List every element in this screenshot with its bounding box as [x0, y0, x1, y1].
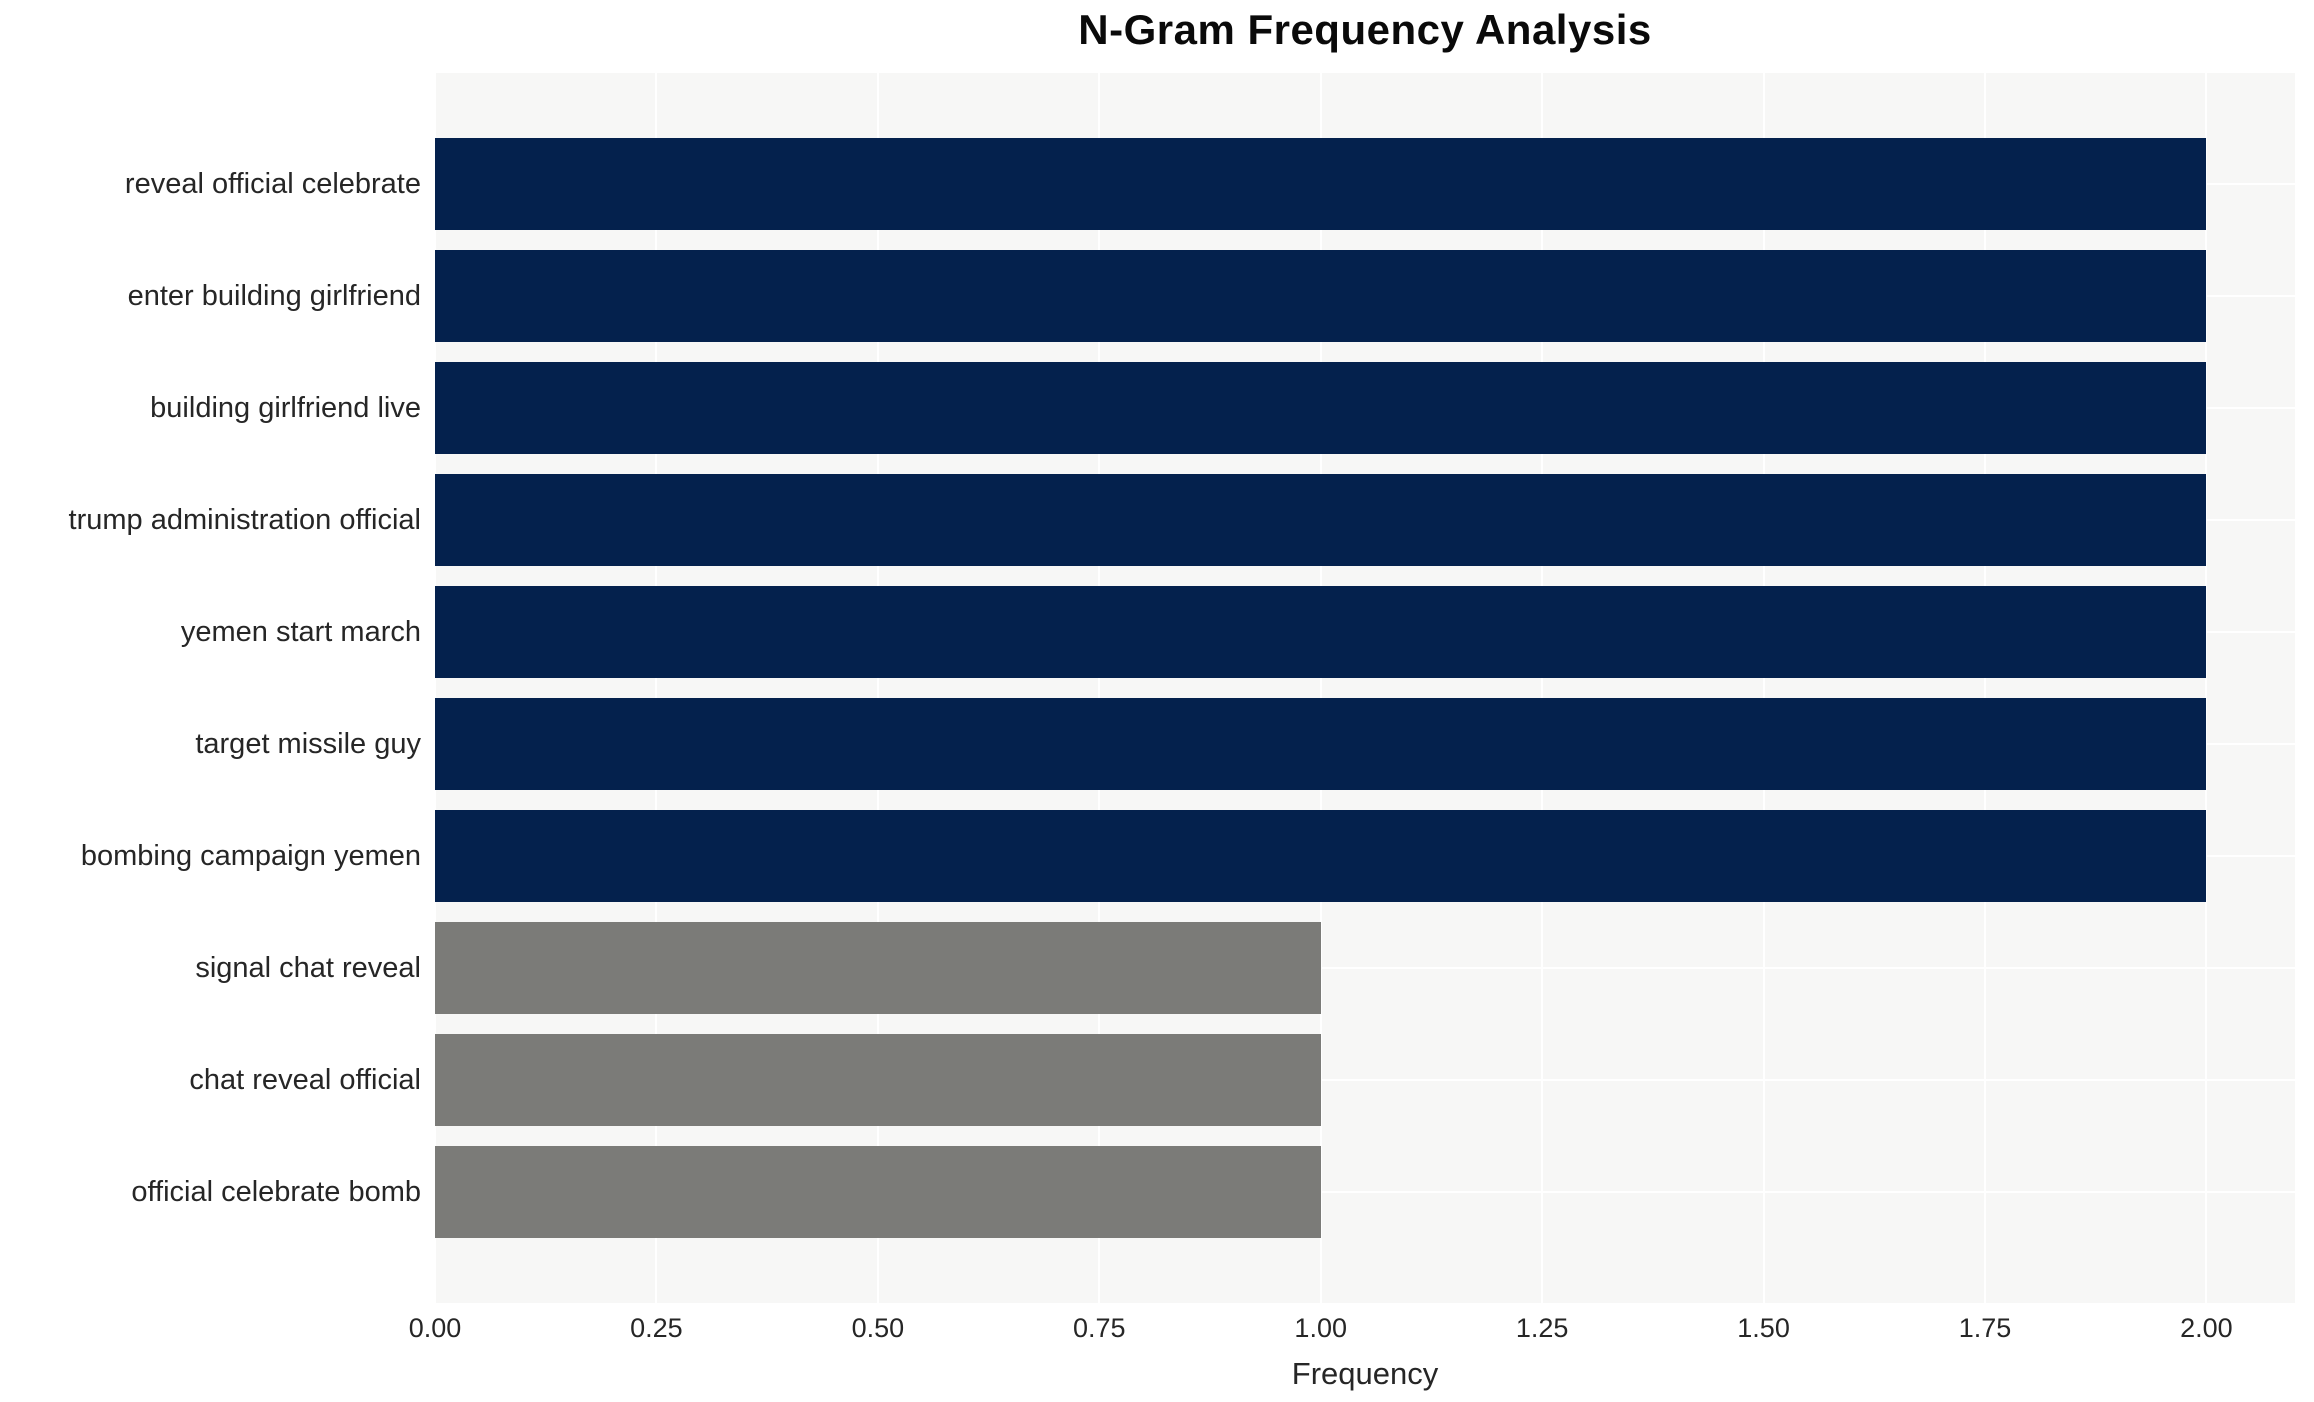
xtick-label-0.25: 0.25: [630, 1313, 683, 1343]
ytick-label-5: target missile guy: [195, 727, 421, 760]
gridline-vertical-0.25: [655, 73, 658, 1303]
gridline-vertical-0.00: [434, 73, 436, 1303]
bar-row-2: [435, 352, 2295, 464]
bar-row-4: [435, 576, 2295, 688]
gridline-horizontal-7: [435, 967, 2295, 969]
ytick-label-2: building girlfriend live: [150, 391, 421, 424]
ytick-label-9: official celebrate bomb: [131, 1175, 421, 1208]
gridline-vertical-0.75: [1098, 73, 1101, 1303]
ytick-label-4: yemen start march: [180, 615, 421, 648]
bar-target-missile-guy: [435, 698, 2207, 790]
chart-title: N-Gram Frequency Analysis: [1078, 6, 1652, 53]
bar-yemen-start-march: [435, 586, 2207, 678]
gridline-horizontal-8: [435, 1079, 2295, 1081]
gridline-vertical-1.00: [1319, 73, 1322, 1303]
ylabel-row-1: enter building girlfriend: [0, 240, 421, 352]
bar-row-6: [435, 800, 2295, 912]
bar-row-9: [435, 1136, 2295, 1248]
xtick-label-1.50: 1.50: [1737, 1313, 1790, 1343]
ylabel-row-7: signal chat reveal: [0, 912, 421, 1024]
ytick-label-0: reveal official celebrate: [124, 167, 421, 200]
bar-bombing-campaign-yemen: [435, 810, 2207, 902]
bars-layer: [435, 73, 2295, 1303]
y-axis-labels: reveal official celebrate enter building …: [0, 73, 421, 1303]
ytick-label-6: bombing campaign yemen: [80, 839, 421, 872]
xtick-label-0.00: 0.00: [408, 1313, 462, 1343]
bar-reveal-official-celebrate: [435, 138, 2207, 230]
gridline-horizontal-9: [435, 1191, 2295, 1193]
bar-signal-chat-reveal: [435, 922, 1321, 1014]
bar-enter-building-girlfriend: [435, 250, 2207, 342]
gridline-vertical-0.50: [876, 73, 879, 1303]
ylabel-row-9: official celebrate bomb: [0, 1136, 421, 1248]
bar-row-1: [435, 240, 2295, 352]
bar-row-0: [435, 128, 2295, 240]
bar-row-3: [435, 464, 2295, 576]
gridline-vertical-1.50: [1762, 73, 1765, 1303]
bar-official-celebrate-bomb: [435, 1146, 1321, 1238]
xtick-label-1.00: 1.00: [1294, 1313, 1347, 1343]
ylabel-row-3: trump administration official: [0, 464, 421, 576]
xtick-label-0.50: 0.50: [851, 1313, 905, 1343]
ylabel-row-8: chat reveal official: [0, 1024, 421, 1136]
xtick-label-1.25: 1.25: [1515, 1313, 1569, 1343]
gridline-vertical-1.75: [1984, 73, 1986, 1303]
ylabel-row-6: bombing campaign yemen: [0, 800, 421, 912]
bar-row-8: [435, 1024, 2295, 1136]
bar-trump-administration-official: [435, 474, 2207, 566]
bar-row-5: [435, 688, 2295, 800]
gridline-vertical-1.25: [1541, 73, 1544, 1303]
ylabel-row-4: yemen start march: [0, 576, 421, 688]
ytick-label-8: chat reveal official: [189, 1063, 421, 1096]
ylabel-row-2: building girlfriend live: [0, 352, 421, 464]
xtick-label-2.00: 2.00: [2180, 1313, 2233, 1343]
xtick-label-0.75: 0.75: [1073, 1313, 1126, 1343]
bar-building-girlfriend-live: [435, 362, 2207, 454]
gridline-vertical-2.00: [2205, 73, 2208, 1303]
bar-chat-reveal-official: [435, 1034, 1321, 1126]
x-axis-title: Frequency: [1291, 1356, 1439, 1391]
ytick-label-7: signal chat reveal: [195, 951, 421, 984]
ylabel-row-0: reveal official celebrate: [0, 128, 421, 240]
ylabel-row-5: target missile guy: [0, 688, 421, 800]
bar-row-7: [435, 912, 2295, 1024]
x-axis-ticks: 0.00 0.25 0.50 0.75 1.00 1.25 1.50 1.75 2.00: [409, 1313, 2295, 1353]
ytick-label-3: trump administration official: [68, 503, 421, 536]
ytick-label-1: enter building girlfriend: [127, 279, 421, 312]
xtick-label-1.75: 1.75: [1958, 1313, 2012, 1343]
